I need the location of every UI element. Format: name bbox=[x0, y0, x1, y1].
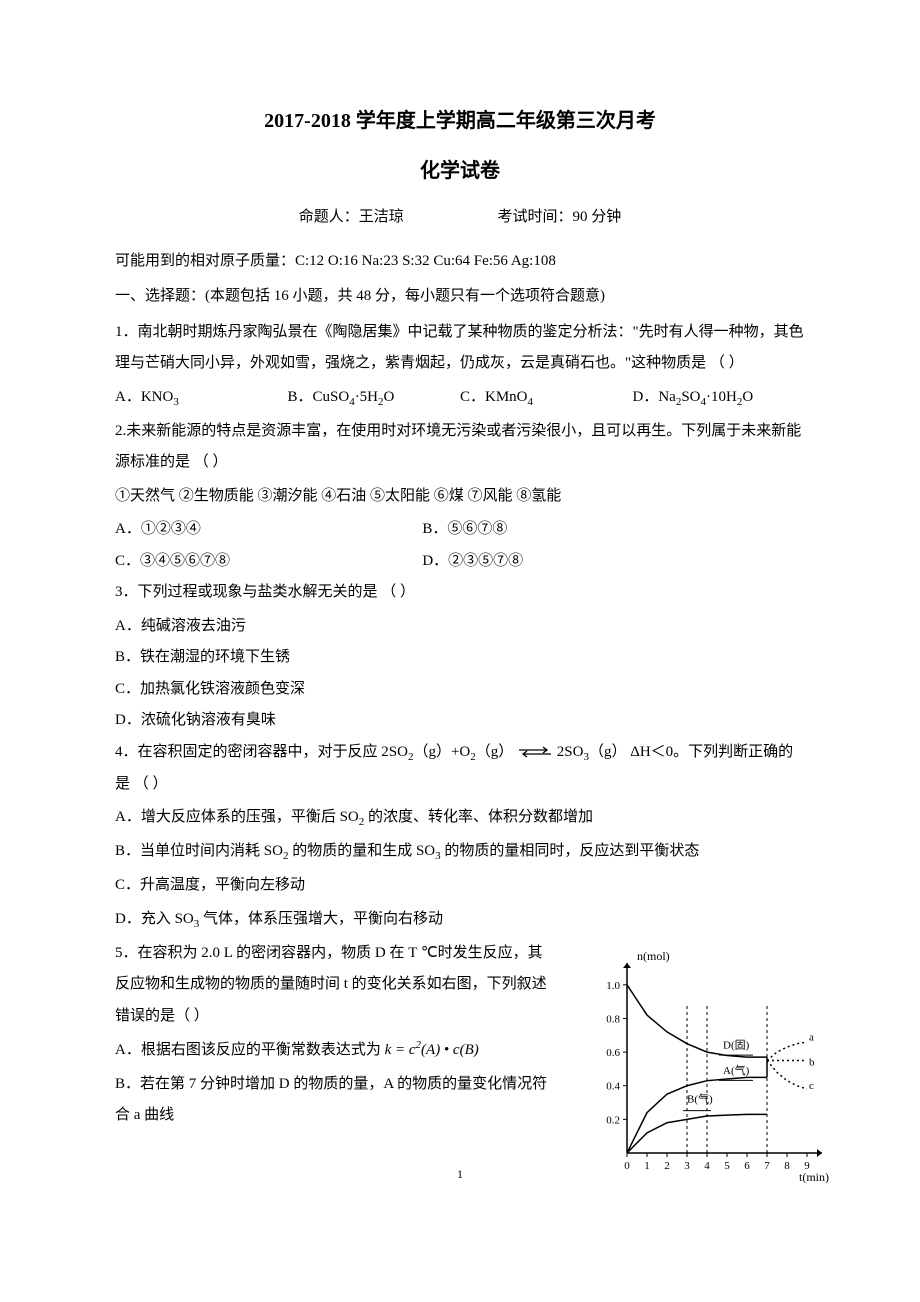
svg-text:c: c bbox=[809, 1080, 814, 1092]
svg-text:A(气): A(气) bbox=[723, 1063, 750, 1077]
title-subject: 化学试卷 bbox=[115, 150, 805, 192]
q1-C: C．KMnO4 bbox=[460, 382, 633, 414]
q5-A-prefix: A．根据右图该反应的平衡常数表达式为 bbox=[115, 1042, 381, 1058]
svg-text:D(固): D(固) bbox=[723, 1039, 750, 1052]
q2-C: C．③④⑤⑥⑦⑧ bbox=[115, 546, 419, 578]
atomic-masses: 可能用到的相对原子质量：C:12 O:16 Na:23 S:32 Cu:64 F… bbox=[115, 246, 805, 278]
q2-options-row2: C．③④⑤⑥⑦⑧ D．②③⑤⑦⑧ bbox=[115, 546, 805, 578]
svg-text:b: b bbox=[809, 1057, 815, 1069]
q1-A: A．KNO3 bbox=[115, 382, 288, 414]
svg-text:B(气): B(气) bbox=[687, 1092, 713, 1106]
svg-text:0: 0 bbox=[624, 1160, 630, 1172]
q4-stem-prefix: 4．在容积固定的密闭容器中，对于反应 2SO2（g）+O2（g） bbox=[115, 744, 513, 760]
q5-B: B．若在第 7 分钟时增加 D 的物质的量，A 的物质的量变化情况符合 a 曲线 bbox=[115, 1069, 555, 1132]
q1-stem: 1．南北朝时期炼丹家陶弘景在《陶隐居集》中记载了某种物质的鉴定分析法："先时有人… bbox=[115, 317, 805, 380]
q5-chart: 01234567890.20.40.60.81.0n(mol)t(min)D(固… bbox=[595, 943, 835, 1183]
svg-text:t(min): t(min) bbox=[799, 1170, 829, 1183]
q1-options: A．KNO3 B．CuSO4·5H2O C．KMnO4 D．Na2SO4·10H… bbox=[115, 382, 805, 414]
svg-text:8: 8 bbox=[784, 1160, 790, 1172]
q2-items: ①天然气 ②生物质能 ③潮汐能 ④石油 ⑤太阳能 ⑥煤 ⑦风能 ⑧氢能 bbox=[115, 481, 805, 513]
title-year: 2017-2018 学年度上学期高二年级第三次月考 bbox=[115, 100, 805, 142]
author-label: 命题人：王洁琼 bbox=[299, 202, 404, 234]
q4-A: A．增大反应体系的压强，平衡后 SO2 的浓度、转化率、体积分数都增加 bbox=[115, 802, 805, 834]
svg-text:5: 5 bbox=[724, 1160, 730, 1172]
q3-C: C．加热氯化铁溶液颜色变深 bbox=[115, 674, 460, 706]
svg-text:2: 2 bbox=[664, 1160, 670, 1172]
q3-stem: 3．下列过程或现象与盐类水解无关的是 （ ） bbox=[115, 577, 805, 609]
q5-A: A．根据右图该反应的平衡常数表达式为 k = c2(A) • c(B) bbox=[115, 1034, 555, 1067]
q5-stem: 5．在容积为 2.0 L 的密闭容器内，物质 D 在 T ℃时发生反应，其反应物… bbox=[115, 938, 555, 1033]
q3-B: B．铁在潮湿的环境下生锈 bbox=[115, 642, 460, 674]
meta-line: 命题人：王洁琼 考试时间：90 分钟 bbox=[115, 202, 805, 234]
q3-options-row2: C．加热氯化铁溶液颜色变深 D．浓硫化钠溶液有臭味 bbox=[115, 674, 805, 737]
q1-D: D．Na2SO4·10H2O bbox=[633, 382, 806, 414]
q2-B: B．⑤⑥⑦⑧ bbox=[422, 514, 726, 546]
q2-A: A．①②③④ bbox=[115, 514, 419, 546]
svg-text:0.4: 0.4 bbox=[606, 1081, 620, 1093]
q2-D: D．②③⑤⑦⑧ bbox=[422, 546, 726, 578]
svg-text:0.2: 0.2 bbox=[606, 1114, 620, 1126]
svg-text:3: 3 bbox=[684, 1160, 690, 1172]
q3-A: A．纯碱溶液去油污 bbox=[115, 611, 460, 643]
q5-wrap: 5．在容积为 2.0 L 的密闭容器内，物质 D 在 T ℃时发生反应，其反应物… bbox=[115, 938, 805, 1132]
q4-stem: 4．在容积固定的密闭容器中，对于反应 2SO2（g）+O2（g） 2SO3（g）… bbox=[115, 737, 805, 801]
q5-A-formula: k = c2(A) • c(B) bbox=[385, 1042, 479, 1058]
svg-text:1.0: 1.0 bbox=[606, 980, 620, 992]
q4-B: B．当单位时间内消耗 SO2 的物质的量和生成 SO3 的物质的量相同时，反应达… bbox=[115, 836, 805, 868]
section-header: 一、选择题：(本题包括 16 小题，共 48 分，每小题只有一个选项符合题意) bbox=[115, 281, 805, 313]
svg-text:0.8: 0.8 bbox=[606, 1013, 620, 1025]
q1-B: B．CuSO4·5H2O bbox=[288, 382, 461, 414]
svg-text:0.6: 0.6 bbox=[606, 1047, 620, 1059]
svg-text:4: 4 bbox=[704, 1160, 710, 1172]
q4-C: C．升高温度，平衡向左移动 bbox=[115, 870, 805, 902]
q4-D: D．充入 SO3 气体，体系压强增大，平衡向右移动 bbox=[115, 904, 805, 936]
svg-text:a: a bbox=[809, 1031, 814, 1043]
svg-text:6: 6 bbox=[744, 1160, 750, 1172]
svg-text:n(mol): n(mol) bbox=[637, 949, 670, 963]
q2-options-row1: A．①②③④ B．⑤⑥⑦⑧ bbox=[115, 514, 805, 546]
svg-text:1: 1 bbox=[644, 1160, 650, 1172]
q3-D: D．浓硫化钠溶液有臭味 bbox=[115, 705, 460, 737]
q2-stem: 2.未来新能源的特点是资源丰富，在使用时对环境无污染或者污染很小，且可以再生。下… bbox=[115, 416, 805, 479]
q3-options-row1: A．纯碱溶液去油污 B．铁在潮湿的环境下生锈 bbox=[115, 611, 805, 674]
time-label: 考试时间：90 分钟 bbox=[498, 202, 622, 234]
equilibrium-arrow-icon bbox=[517, 745, 553, 759]
svg-text:7: 7 bbox=[764, 1160, 770, 1172]
